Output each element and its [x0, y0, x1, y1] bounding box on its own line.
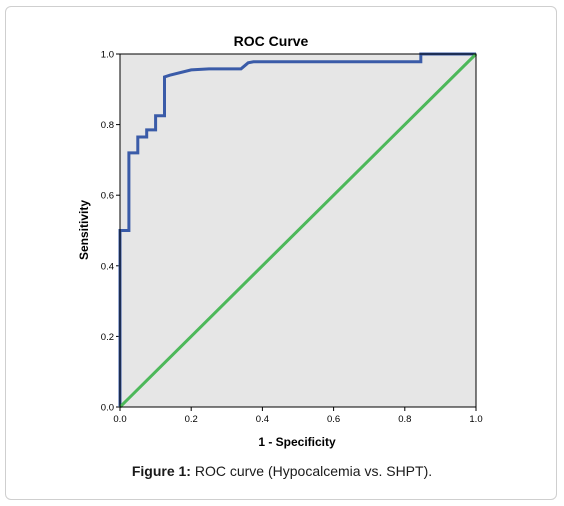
- y-tick-label: 1.0: [101, 50, 114, 61]
- x-axis-label: 1 - Specificity: [258, 435, 336, 449]
- y-tick-label: 0.8: [101, 120, 114, 131]
- plot-border: [119, 53, 477, 408]
- y-tick-label: 0.4: [101, 261, 114, 272]
- y-tick-label: 0.2: [101, 332, 114, 343]
- y-axis-label: Sensitivity: [77, 200, 91, 260]
- x-tick-label: 0.8: [398, 414, 411, 425]
- x-tick-label: 0.0: [113, 414, 126, 425]
- x-tick-label: 0.4: [256, 414, 269, 425]
- reference-diagonal-line: [118, 52, 478, 409]
- x-tick-label: 0.6: [327, 414, 340, 425]
- caption-label: Figure 1:: [131, 463, 191, 479]
- caption-text: ROC curve (Hypocalcemia vs. SHPT).: [190, 463, 433, 479]
- roc-curve-line: [118, 52, 476, 407]
- y-tick-label: 0.0: [101, 403, 114, 414]
- x-tick-label: 1.0: [469, 414, 482, 425]
- y-tick-label: 0.6: [101, 191, 114, 202]
- chart-title: ROC Curve: [234, 33, 309, 49]
- x-tick-label: 0.2: [185, 414, 198, 425]
- figure-caption: Figure 1: ROC curve (Hypocalcemia vs. SH…: [0, 463, 564, 479]
